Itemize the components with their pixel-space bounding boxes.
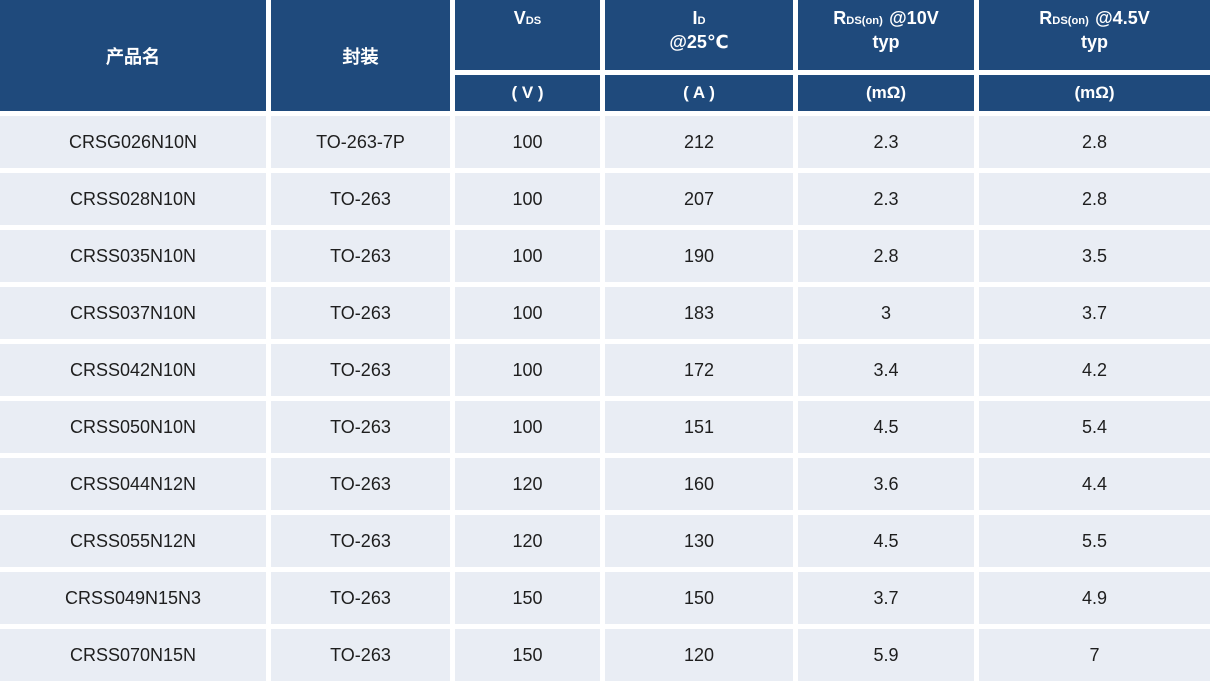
cell-package: TO-263 <box>271 458 450 510</box>
cell-rds10: 4.5 <box>798 515 974 567</box>
id-condition: @25℃ <box>669 32 729 53</box>
cell-rds45: 5.4 <box>979 401 1210 453</box>
cell-rds45: 4.4 <box>979 458 1210 510</box>
col-unit-rds10: (mΩ) <box>798 75 974 111</box>
rds45-typ: typ <box>1081 32 1108 53</box>
rds10-label: RDS(on) @10V <box>833 6 938 30</box>
cell-rds10: 3.7 <box>798 572 974 624</box>
vds-label: VDS <box>514 6 542 30</box>
cell-package: TO-263 <box>271 401 450 453</box>
col-header-package: 封装 <box>271 0 450 111</box>
col-header-product: 产品名 <box>0 0 266 111</box>
cell-package: TO-263 <box>271 629 450 681</box>
cell-vds: 150 <box>455 572 600 624</box>
cell-product: CRSS044N12N <box>0 458 266 510</box>
id-label: ID <box>692 6 705 30</box>
cell-rds45: 4.2 <box>979 344 1210 396</box>
cell-product: CRSS035N10N <box>0 230 266 282</box>
id-subscript: D <box>697 15 706 27</box>
cell-rds45: 5.5 <box>979 515 1210 567</box>
cell-id: 120 <box>605 629 793 681</box>
cell-product: CRSS028N10N <box>0 173 266 225</box>
col-header-rds10: RDS(on) @10V typ <box>798 0 974 70</box>
col-unit-id: ( A ) <box>605 75 793 111</box>
cell-id: 207 <box>605 173 793 225</box>
cell-rds10: 4.5 <box>798 401 974 453</box>
cell-rds45: 3.7 <box>979 287 1210 339</box>
cell-package: TO-263 <box>271 344 450 396</box>
rds45-condition: @4.5V <box>1095 8 1150 28</box>
cell-product: CRSS070N15N <box>0 629 266 681</box>
cell-rds10: 2.3 <box>798 116 974 168</box>
cell-package: TO-263-7P <box>271 116 450 168</box>
rds10-typ: typ <box>872 32 900 53</box>
cell-vds: 150 <box>455 629 600 681</box>
col-unit-rds45: (mΩ) <box>979 75 1210 111</box>
cell-rds10: 3 <box>798 287 974 339</box>
cell-rds45: 3.5 <box>979 230 1210 282</box>
cell-id: 183 <box>605 287 793 339</box>
cell-package: TO-263 <box>271 515 450 567</box>
col-unit-vds: ( V ) <box>455 75 600 111</box>
cell-rds45: 2.8 <box>979 173 1210 225</box>
cell-id: 150 <box>605 572 793 624</box>
cell-package: TO-263 <box>271 287 450 339</box>
cell-id: 130 <box>605 515 793 567</box>
cell-rds45: 2.8 <box>979 116 1210 168</box>
cell-rds10: 3.6 <box>798 458 974 510</box>
rds10-condition: @10V <box>889 8 939 28</box>
col-header-vds: VDS <box>455 0 600 70</box>
rds45-label: RDS(on) @4.5V <box>1039 6 1149 30</box>
cell-product: CRSS037N10N <box>0 287 266 339</box>
cell-id: 151 <box>605 401 793 453</box>
cell-product: CRSS049N15N3 <box>0 572 266 624</box>
cell-id: 172 <box>605 344 793 396</box>
cell-vds: 100 <box>455 116 600 168</box>
cell-product: CRSG026N10N <box>0 116 266 168</box>
cell-vds: 100 <box>455 401 600 453</box>
rds45-subscript: DS(on) <box>1052 15 1089 27</box>
rds10-symbol: R <box>833 8 847 28</box>
cell-vds: 120 <box>455 515 600 567</box>
cell-vds: 100 <box>455 344 600 396</box>
cell-package: TO-263 <box>271 230 450 282</box>
vds-symbol: V <box>513 8 526 28</box>
cell-product: CRSS050N10N <box>0 401 266 453</box>
cell-rds45: 4.9 <box>979 572 1210 624</box>
cell-product: CRSS055N12N <box>0 515 266 567</box>
cell-product: CRSS042N10N <box>0 344 266 396</box>
col-header-rds45: RDS(on) @4.5V typ <box>979 0 1210 70</box>
rds45-symbol: R <box>1039 8 1053 28</box>
col-header-id: ID @25℃ <box>605 0 793 70</box>
cell-vds: 100 <box>455 173 600 225</box>
id-symbol: I <box>692 8 698 28</box>
cell-rds10: 5.9 <box>798 629 974 681</box>
cell-rds45: 7 <box>979 629 1210 681</box>
cell-id: 160 <box>605 458 793 510</box>
vds-subscript: DS <box>525 15 542 27</box>
cell-id: 190 <box>605 230 793 282</box>
cell-rds10: 2.3 <box>798 173 974 225</box>
cell-vds: 120 <box>455 458 600 510</box>
cell-package: TO-263 <box>271 173 450 225</box>
cell-rds10: 2.8 <box>798 230 974 282</box>
rds10-subscript: DS(on) <box>846 15 883 27</box>
cell-package: TO-263 <box>271 572 450 624</box>
cell-vds: 100 <box>455 230 600 282</box>
cell-rds10: 3.4 <box>798 344 974 396</box>
cell-id: 212 <box>605 116 793 168</box>
cell-vds: 100 <box>455 287 600 339</box>
